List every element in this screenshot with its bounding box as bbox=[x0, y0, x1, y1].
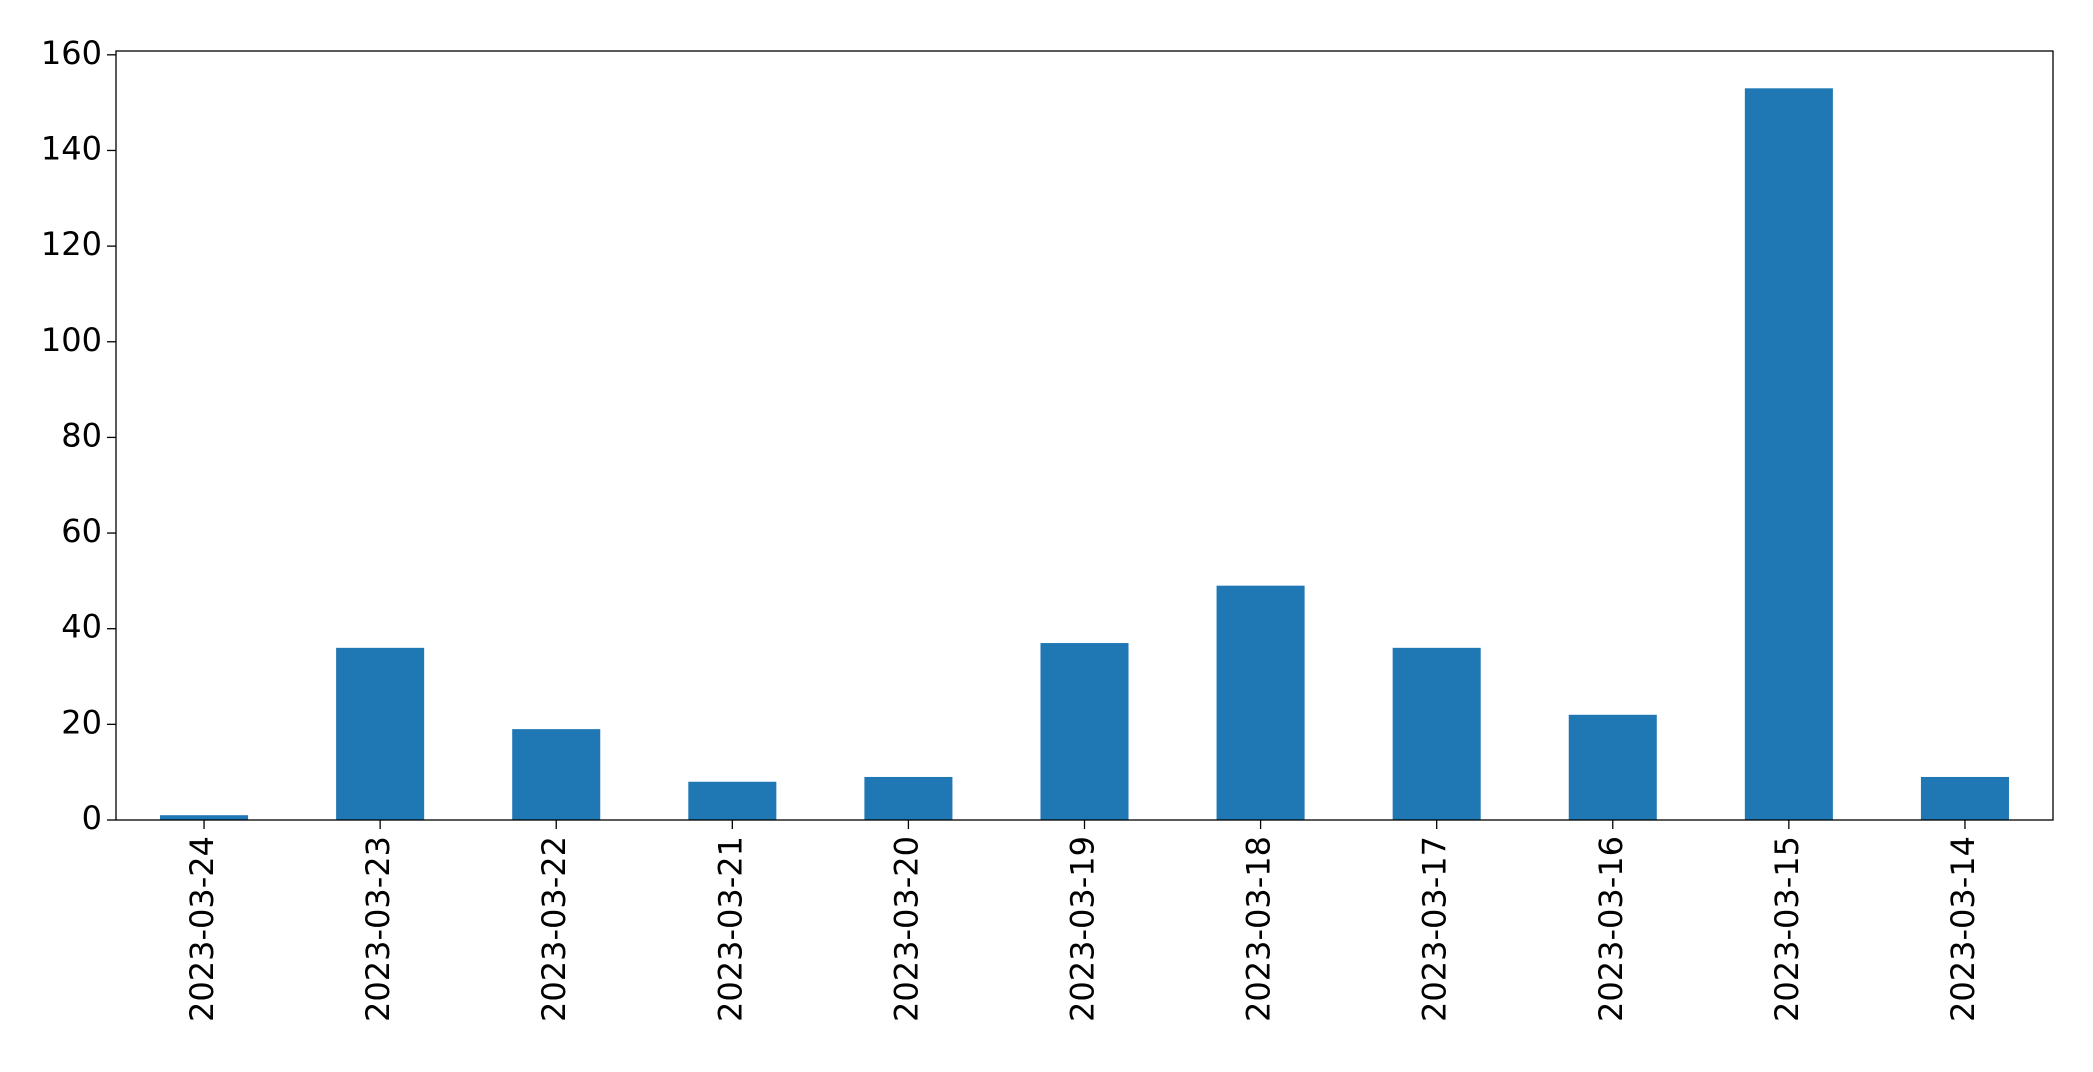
bar bbox=[1744, 88, 1833, 820]
bar bbox=[1216, 585, 1305, 820]
y-tick-label: 120 bbox=[41, 225, 102, 263]
y-tick-label: 140 bbox=[41, 129, 102, 167]
bar bbox=[512, 729, 601, 820]
y-tick-label: 20 bbox=[61, 703, 102, 741]
bar bbox=[1568, 714, 1657, 820]
bar bbox=[1040, 643, 1129, 820]
bar bbox=[864, 776, 953, 820]
y-tick-label: 40 bbox=[61, 608, 102, 646]
bar bbox=[160, 815, 249, 820]
x-tick-label: 2023-03-15 bbox=[1768, 836, 1806, 1022]
y-tick-label: 100 bbox=[41, 321, 102, 359]
y-tick-label: 60 bbox=[61, 512, 102, 550]
x-tick-label: 2023-03-24 bbox=[183, 836, 221, 1022]
x-tick-label: 2023-03-16 bbox=[1592, 836, 1630, 1022]
y-tick-label: 80 bbox=[61, 416, 102, 454]
x-tick-label: 2023-03-14 bbox=[1944, 836, 1982, 1022]
y-tick-label: 160 bbox=[41, 34, 102, 72]
x-tick-label: 2023-03-17 bbox=[1416, 836, 1454, 1022]
x-tick-label: 2023-03-20 bbox=[887, 836, 925, 1022]
x-tick-label: 2023-03-21 bbox=[711, 836, 749, 1022]
bar bbox=[1392, 647, 1481, 820]
bar bbox=[336, 647, 425, 820]
x-tick-label: 2023-03-18 bbox=[1240, 836, 1278, 1022]
plot-frame bbox=[115, 50, 2054, 821]
bar bbox=[688, 781, 777, 820]
x-tick-label: 2023-03-23 bbox=[359, 836, 397, 1022]
y-tick-label: 0 bbox=[82, 799, 102, 837]
x-tick-label: 2023-03-19 bbox=[1064, 836, 1102, 1022]
bar bbox=[1920, 776, 2009, 820]
x-tick-label: 2023-03-22 bbox=[535, 836, 573, 1022]
